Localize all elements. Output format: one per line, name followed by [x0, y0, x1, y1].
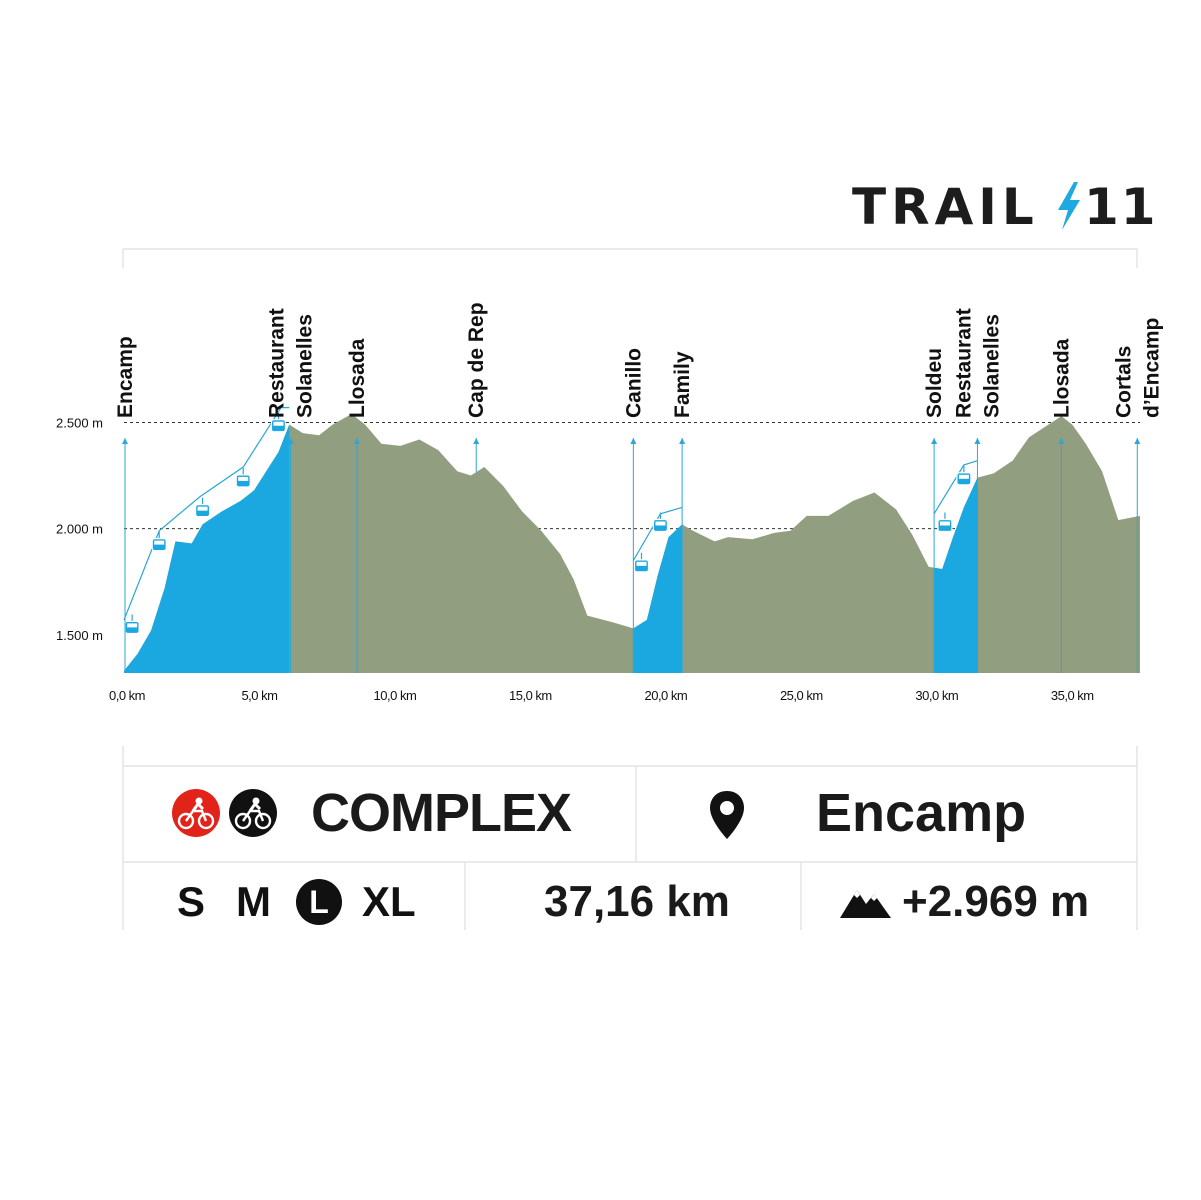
x-tick-label: 10,0 km: [374, 688, 417, 703]
waypoint: Cortals d’Encamp: [1112, 318, 1163, 673]
waypoint-arrow: [931, 438, 938, 444]
lift-cabin-icon: [194, 497, 211, 518]
waypoint-label: Restaurant: [266, 308, 289, 418]
location-pin-icon: [710, 791, 744, 839]
lift-cabin-icon: [956, 465, 972, 486]
lift-cabin-icon: [151, 531, 167, 552]
waypoint: Soldeu: [923, 348, 946, 673]
waypoint-arrow: [1058, 438, 1065, 444]
lift-cabins: [124, 412, 972, 635]
profile-area: [124, 413, 1140, 673]
lightning-bolt-icon: [1058, 182, 1080, 230]
waypoint-label: Soldeu: [923, 348, 946, 418]
lift-cabin-icon: [235, 467, 251, 488]
waypoint: Restaurant Solanelles: [952, 308, 1003, 673]
lift-area: [124, 424, 290, 673]
waypoint-arrow: [287, 438, 294, 444]
lift-cabin-icon: [124, 614, 140, 635]
x-axis-ticks: 0,0 km 5,0 km 10,0 km 15,0 km 20,0 km 25,0 km…: [109, 688, 1094, 703]
waypoint-arrow: [122, 438, 128, 444]
waypoint-label: Family: [671, 351, 694, 418]
waypoint: Restaurant Solanelles: [266, 308, 317, 673]
y-axis-ticks: 1.500 m 2.000 m 2.500 m: [56, 415, 103, 642]
size-s: S: [177, 878, 206, 925]
waypoint: Encamp: [114, 336, 137, 673]
logo-number: 11: [1084, 178, 1158, 236]
waypoint-label: d’Encamp: [1140, 318, 1163, 418]
bike-red-icon: [172, 789, 220, 837]
x-tick-label: 25,0 km: [780, 688, 823, 703]
lift-cabin-icon: [652, 512, 669, 533]
y-tick-label: 2.000 m: [56, 522, 103, 537]
x-tick-label: 15,0 km: [509, 688, 552, 703]
lift-cabin-icon: [633, 552, 650, 573]
waypoint: Family: [671, 351, 694, 673]
waypoint-label: Restaurant: [952, 308, 975, 418]
waypoint-label: Solanelles: [294, 314, 317, 418]
lift-cabin-icon: [937, 512, 953, 533]
size-l-selected: L: [296, 879, 342, 925]
waypoint-label: Encamp: [114, 336, 137, 418]
waypoint-arrow: [974, 438, 981, 444]
lift-area: [934, 477, 978, 673]
x-tick-label: 0,0 km: [109, 688, 145, 703]
logo-text: TRAIL: [852, 178, 1039, 236]
waypoint: Llosada: [346, 338, 369, 673]
elevation-gain-label: +2.969 m: [902, 877, 1090, 926]
waypoints: Encamp Restaurant Solanelles Llosada Cap de …: [114, 302, 1163, 673]
waypoint: Llosada: [1050, 338, 1073, 673]
lift-cable: [933, 460, 978, 515]
waypoint-arrow: [679, 438, 686, 444]
waypoint-arrow: [1134, 438, 1141, 444]
lift-area: [633, 524, 683, 673]
bike-black-icon: [229, 789, 277, 837]
location-label: Encamp: [816, 783, 1027, 843]
waypoint-label: Llosada: [1050, 338, 1073, 418]
lift-cabin-icon: [270, 412, 287, 433]
y-tick-label: 1.500 m: [56, 628, 103, 643]
waypoint-label: Llosada: [346, 338, 369, 418]
waypoint-label: Canillo: [622, 348, 645, 418]
mountain-icon: [840, 890, 891, 918]
x-tick-label: 35,0 km: [1051, 688, 1094, 703]
waypoint-label: Cap de Rep: [465, 302, 488, 418]
terrain-area: [124, 413, 1140, 673]
x-tick-label: 30,0 km: [915, 688, 958, 703]
size-xl: XL: [362, 878, 416, 925]
waypoint: Canillo: [622, 348, 645, 673]
waypoint-arrow: [473, 438, 480, 444]
distance-label: 37,16 km: [544, 877, 730, 926]
x-tick-label: 20,0 km: [644, 688, 687, 703]
chart-frame: [122, 248, 1138, 268]
size-m: M: [236, 878, 271, 925]
waypoint-label: Solanelles: [980, 314, 1003, 418]
difficulty-label: COMPLEX: [311, 783, 572, 843]
waypoint-arrow: [354, 438, 361, 444]
waypoint-arrow: [630, 438, 637, 444]
elevation-profile-chart: Encamp Restaurant Solanelles Llosada Cap de …: [56, 248, 1163, 703]
waypoint-label: Cortals: [1112, 346, 1135, 418]
waypoint: Cap de Rep: [465, 302, 488, 473]
y-tick-label: 2.500 m: [56, 415, 103, 430]
x-tick-label: 5,0 km: [241, 688, 277, 703]
